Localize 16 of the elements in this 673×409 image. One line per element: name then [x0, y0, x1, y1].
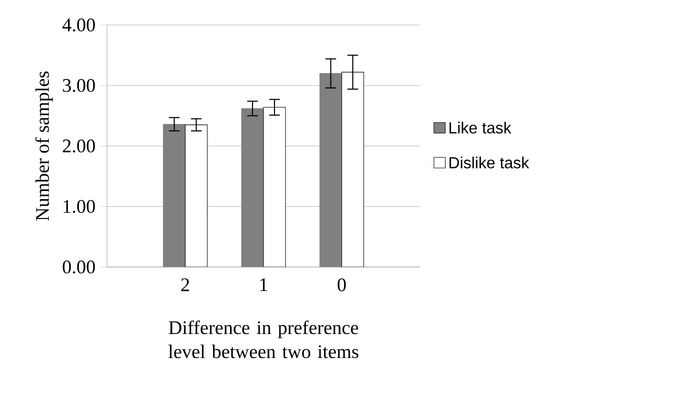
- x-tick-label: 0: [338, 278, 346, 292]
- y-tick-label: 0.00: [62, 260, 95, 274]
- y-axis-title: Number of samples: [35, 72, 53, 221]
- y-tick-label: 2.00: [62, 139, 95, 153]
- bar: [319, 73, 342, 267]
- y-tick-label: 1.00: [64, 200, 95, 214]
- y-tick-label: 3.00: [62, 78, 95, 92]
- x-tick-label: 1: [260, 278, 268, 292]
- legend-label: Dislike task: [450, 156, 530, 168]
- x-axis-title: Difference in preference level between two items: [168, 320, 358, 358]
- legend-label: Like task: [450, 122, 512, 134]
- bar: [241, 108, 264, 267]
- bar: [162, 124, 186, 267]
- x-tick-label: 2: [181, 278, 189, 292]
- y-tick-label: 4.00: [62, 18, 95, 32]
- bar: [341, 72, 364, 267]
